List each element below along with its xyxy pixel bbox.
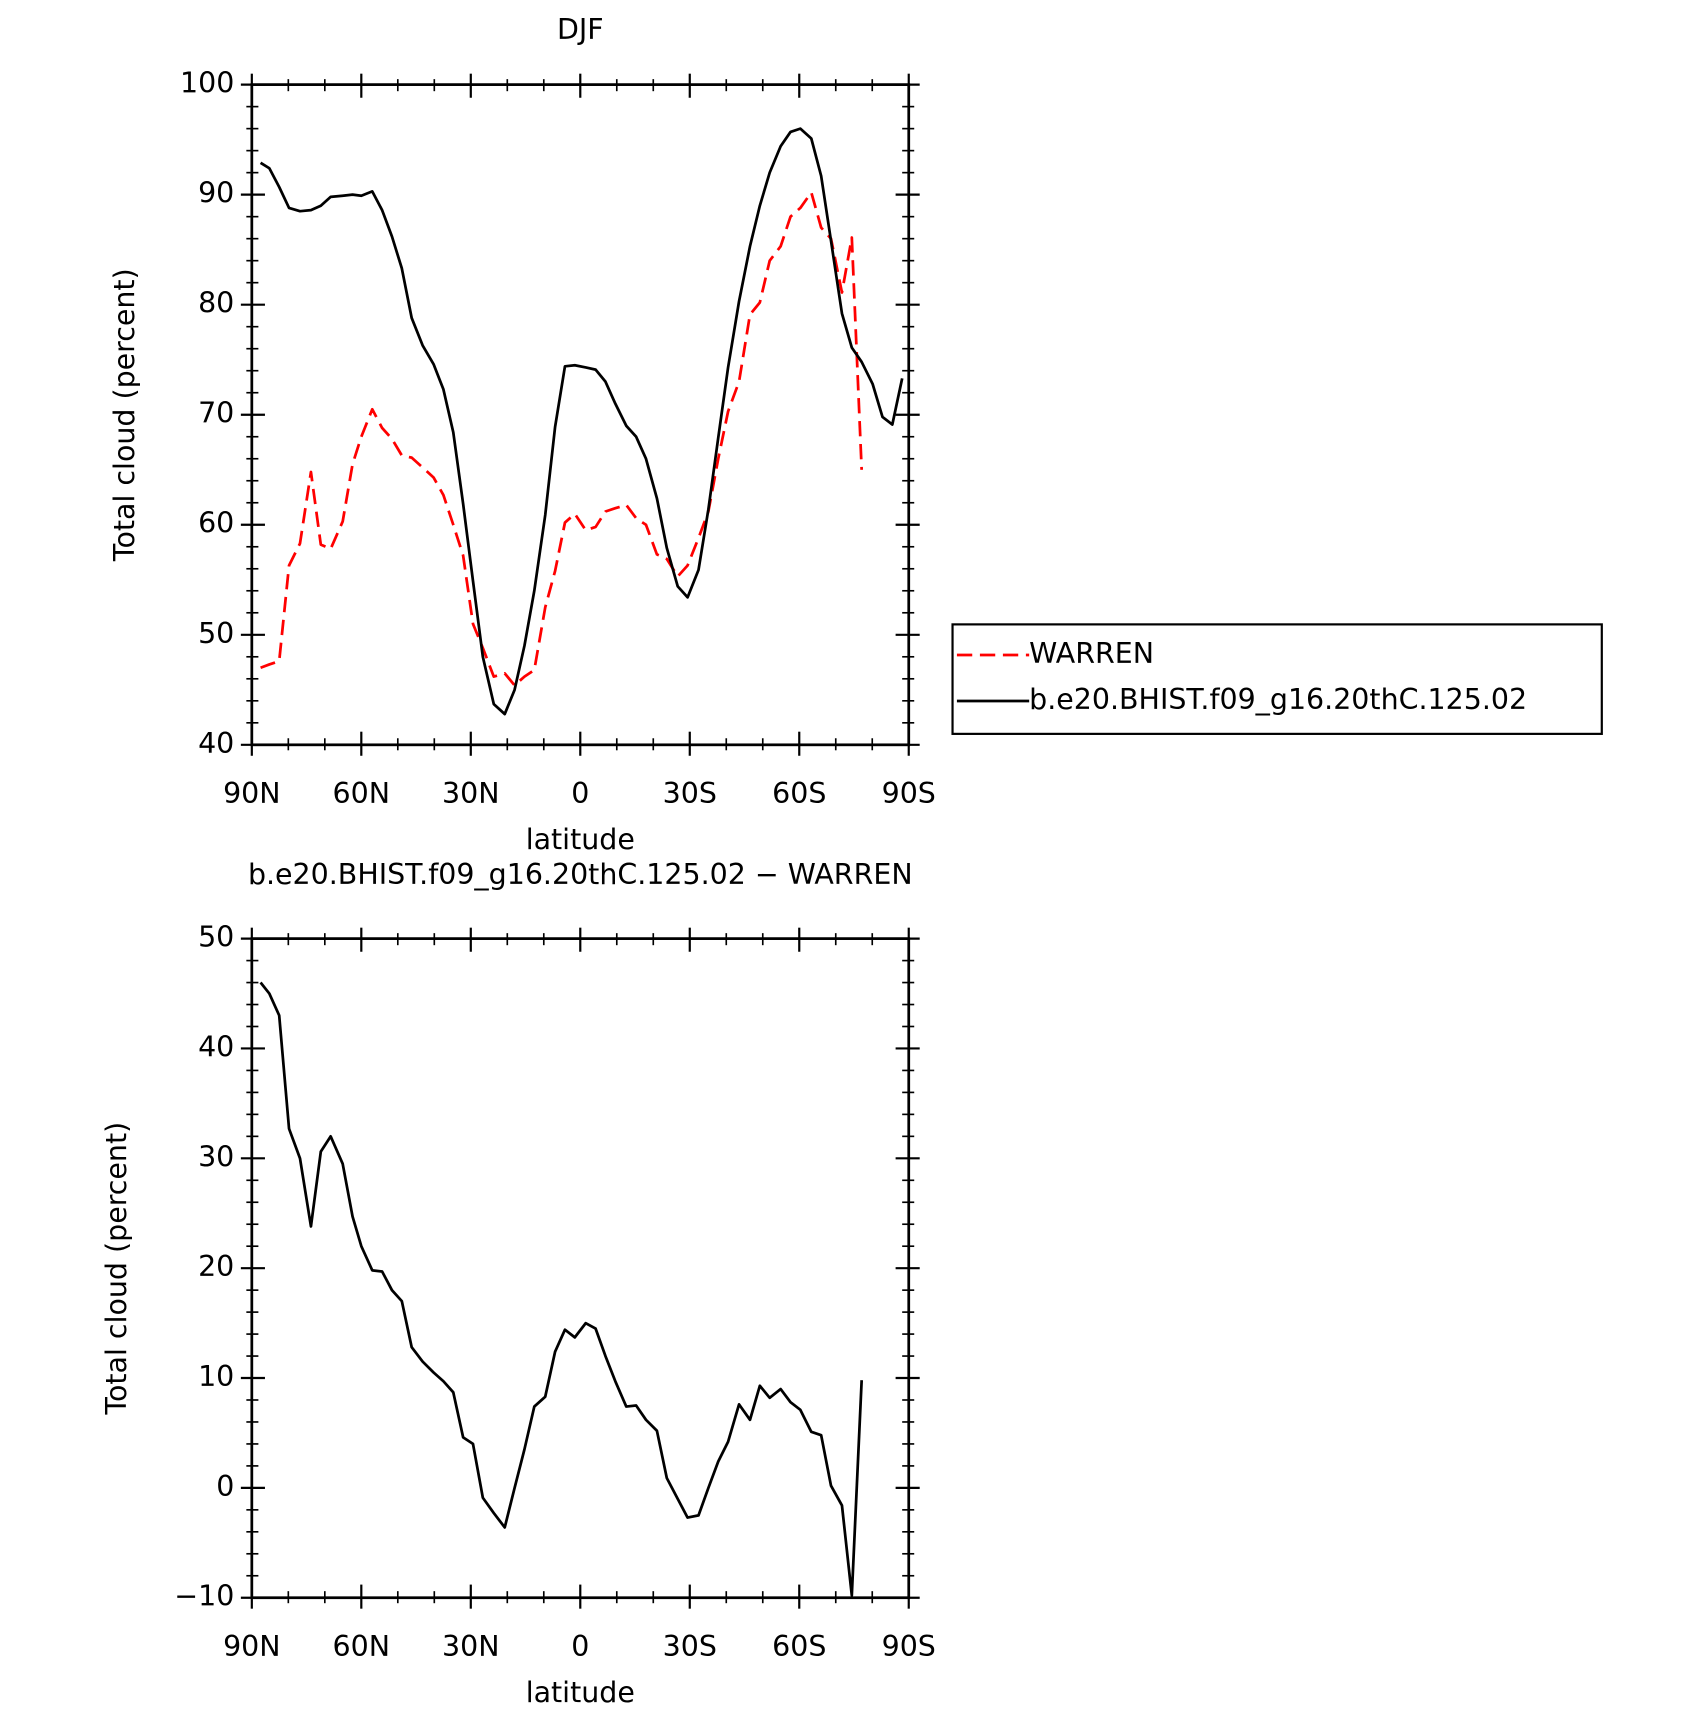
- y-axis-label: Total cloud (percent): [108, 268, 141, 562]
- x-tick-label: 60N: [333, 777, 391, 810]
- x-tick-label: 30N: [442, 1630, 500, 1663]
- y-tick-label: 0: [216, 1470, 234, 1503]
- legend-label: b.e20.BHIST.f09_g16.20thC.125.02: [1029, 683, 1527, 716]
- y-tick-label: 60: [198, 507, 234, 540]
- x-axis-label: latitude: [526, 1676, 635, 1709]
- chart-title: DJF: [557, 13, 604, 46]
- legend-box: [951, 623, 1603, 735]
- x-tick-label: 0: [571, 777, 589, 810]
- x-tick-label: 90S: [882, 777, 936, 810]
- x-tick-label: 90N: [223, 777, 281, 810]
- plot-frame: [250, 937, 911, 1600]
- x-tick-label: 30S: [663, 777, 717, 810]
- data-line: [259, 981, 864, 1597]
- y-axis-label: Total cloud (percent): [100, 1122, 133, 1416]
- y-tick-label: 50: [198, 617, 234, 650]
- y-tick-label: 80: [198, 287, 234, 320]
- x-tick-label: 60N: [333, 1630, 391, 1663]
- x-tick-label: 90N: [223, 1630, 281, 1663]
- plot-frame: [250, 83, 911, 747]
- data-line: [260, 191, 864, 687]
- x-tick-label: 90S: [882, 1630, 936, 1663]
- y-tick-label: 100: [180, 67, 234, 100]
- legend-label: WARREN: [1029, 637, 1154, 670]
- x-tick-label: 30S: [663, 1630, 717, 1663]
- data-line: [259, 127, 904, 716]
- x-tick-label: 60S: [772, 1630, 826, 1663]
- y-tick-label: 20: [198, 1250, 234, 1283]
- y-tick-label: 50: [198, 921, 234, 954]
- y-tick-label: 10: [198, 1360, 234, 1393]
- y-tick-label: 40: [198, 1030, 234, 1063]
- y-tick-label: −10: [174, 1580, 234, 1613]
- chart-title: b.e20.BHIST.f09_g16.20thC.125.02 − WARRE…: [248, 858, 913, 891]
- y-tick-label: 40: [198, 727, 234, 760]
- x-tick-label: 0: [571, 1630, 589, 1663]
- y-tick-label: 90: [198, 177, 234, 210]
- x-axis-label: latitude: [526, 823, 635, 856]
- x-tick-label: 60S: [772, 777, 826, 810]
- y-tick-label: 30: [198, 1140, 234, 1173]
- y-tick-label: 70: [198, 397, 234, 430]
- x-tick-label: 30N: [442, 777, 500, 810]
